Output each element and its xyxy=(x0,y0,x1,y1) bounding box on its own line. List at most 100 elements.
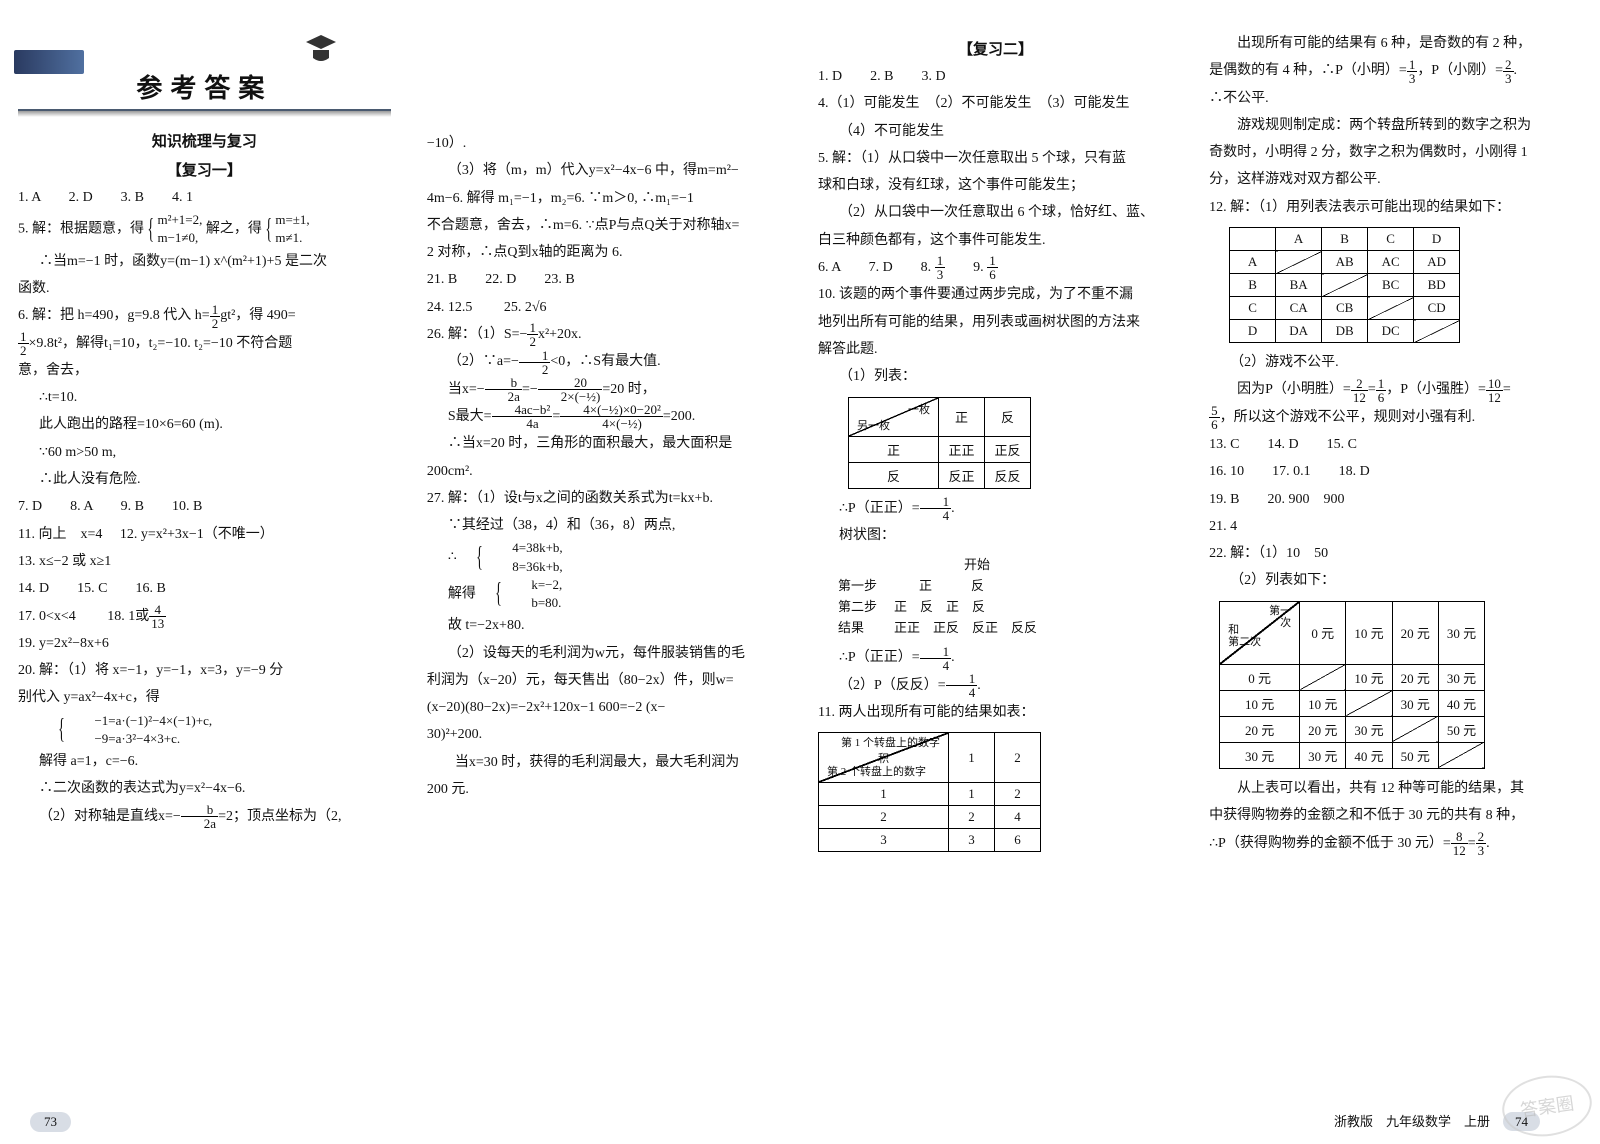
text: 2 对称，∴点Q到x轴的距离为 6. xyxy=(427,239,782,266)
text: 分，这样游戏对双方都公平. xyxy=(1209,166,1582,193)
text: 7. D 8. A 9. B 10. B xyxy=(18,493,391,520)
text: 13. C 14. D 15. C xyxy=(1209,431,1582,458)
text: S最大=4ac−b²4a=4×(−½)×0−20²4×(−½)=200. xyxy=(427,403,782,430)
text: 16. 10 17. 0.1 18. D xyxy=(1209,458,1582,485)
text: 地列出所有可能的结果，用列表或画树状图的方法来 xyxy=(818,309,1173,336)
text: ∴P（正正）=14. xyxy=(818,495,1173,522)
text: −10）. xyxy=(427,130,782,157)
table-money: 第一 次和第二次0 元10 元20 元30 元 0 元10 元20 元30 元 … xyxy=(1219,601,1485,769)
text: 球和白球，没有红球，这个事件可能发生； xyxy=(818,172,1173,199)
text: 1. D 2. B 3. D xyxy=(818,63,1173,90)
text: 解得 a=1，c=−6. xyxy=(18,748,391,775)
column-2: −10）. （3）将（m，m）代入y=x²−4x−6 中，得m=m²− 4m−6… xyxy=(409,0,800,1144)
text: 13. x≤−2 或 x≥1 xyxy=(18,548,391,575)
text: （2）设每天的毛利润为w元，每件服装销售的毛 xyxy=(427,640,782,667)
text: （2）P（反反）=14. xyxy=(818,672,1173,699)
section-head-3: 【复习二】 xyxy=(818,38,1173,59)
table-coins: 一枚另一枚正反 正正正正反 反反正反反 xyxy=(848,397,1031,489)
text: 5. 解：（1）从口袋中一次任意取出 5 个球，只有蓝 xyxy=(818,145,1173,172)
text: ∴当x=20 时，三角形的面积最大，最大面积是 xyxy=(427,430,782,457)
text: 出现所有可能的结果有 6 种，是奇数的有 2 种， xyxy=(1209,30,1582,57)
text: 11. 向上 x=4 12. y=x²+3x−1（不唯一） xyxy=(18,521,391,548)
text: （2）游戏不公平. xyxy=(1209,349,1582,376)
text: 此人跑出的路程=10×6=60 (m). xyxy=(18,411,391,438)
text: 树状图： xyxy=(818,522,1173,549)
text: 12. 解：（1）用列表法表示可能出现的结果如下： xyxy=(1209,194,1582,221)
banner-tag xyxy=(14,50,84,74)
text: ∵60 m>50 m, xyxy=(18,439,391,466)
text: 6. 解：把 h=490，g=9.8 代入 h=12gt²，得 490= xyxy=(18,302,391,329)
text: （3）将（m，m）代入y=x²−4x−6 中，得m=m²− xyxy=(427,157,782,184)
text: 白三种颜色都有，这个事件可能发生. xyxy=(818,227,1173,254)
text: ∴P（正正）=14. xyxy=(818,644,1173,671)
text: ∴当m=−1 时，函数y=(m−1) x^(m²+1)+5 是二次 xyxy=(18,248,391,275)
text: 故 t=−2x+80. xyxy=(427,612,782,639)
table-spinner: 第 1 个转盘上的数字积第 2 个转盘上的数字12 112 224 336 xyxy=(818,732,1041,852)
text: ∴二次函数的表达式为y=x²−4x−6. xyxy=(18,775,391,802)
text: （2）∵a=−12<0，∴S有最大值. xyxy=(427,348,782,375)
text: （4）不可能发生 xyxy=(818,118,1173,145)
text: （2）从口袋中一次任意取出 6 个球，恰好红、蓝、 xyxy=(818,199,1173,226)
text: ∴不公平. xyxy=(1209,85,1582,112)
text: 函数. xyxy=(18,275,391,302)
text: 中获得购物券的金额之和不低于 30 元的共有 8 种， xyxy=(1209,802,1582,829)
text: 21. 4 xyxy=(1209,513,1582,540)
scholar-icon xyxy=(301,30,341,70)
text: ∴P（获得购物券的金额不低于 30 元）=812=23. xyxy=(1209,830,1582,857)
text: 别代入 y=ax²−4x+c，得 xyxy=(18,684,391,711)
text: 利润为（x−20）元，每天售出（80−2x）件，则w= xyxy=(427,667,782,694)
text: 19. y=2x²−8x+6 xyxy=(18,630,391,657)
text: 从上表可以看出，共有 12 种等可能的结果，其 xyxy=(1209,775,1582,802)
text: 11. 两人出现所有可能的结果如表： xyxy=(818,699,1173,726)
text: 奇数时，小明得 2 分，数字之积为偶数时，小刚得 1 xyxy=(1209,139,1582,166)
text: （2）列表如下： xyxy=(1209,567,1582,594)
text: ∴此人没有危险. xyxy=(18,466,391,493)
text: 24. 12.5 25. 2√6 xyxy=(427,294,782,321)
text: ∴{4=38k+b,8=36k+b, xyxy=(427,539,782,575)
text: 14. D 15. C 16. B xyxy=(18,575,391,602)
column-3: 【复习二】 1. D 2. B 3. D 4.（1）可能发生 （2）不可能发生 … xyxy=(800,0,1191,1144)
title-banner: 参考答案 xyxy=(18,30,391,120)
text: 30)²+200. xyxy=(427,721,782,748)
text: 是偶数的有 4 种，∴P（小明）=13，P（小刚）=23. xyxy=(1209,57,1582,84)
table-abcd: ABCD AABACAD BBABCBD CCACBCD DDADBDC xyxy=(1229,227,1460,343)
text: 26. 解：（1）S=−12x²+20x. xyxy=(427,321,782,348)
text: 22. 解：（1）10 50 xyxy=(1209,540,1582,567)
section-head-2: 【复习一】 xyxy=(18,159,391,180)
text: 游戏规则制定成：两个转盘所转到的数字之积为 xyxy=(1209,112,1582,139)
text: {−1=a·(−1)²−4×(−1)+c,−9=a·3²−4×3+c. xyxy=(18,712,391,748)
text: 19. B 20. 900 900 xyxy=(1209,486,1582,513)
column-4: 出现所有可能的结果有 6 种，是奇数的有 2 种， 是偶数的有 4 种，∴P（小… xyxy=(1191,0,1600,1144)
text: 27. 解：（1）设t与x之间的函数关系式为t=kx+b. xyxy=(427,485,782,512)
text: 解答此题. xyxy=(818,336,1173,363)
text: 21. B 22. D 23. B xyxy=(427,266,782,293)
text: 20. 解：（1）将 x=−1，y=−1，x=3，y=−9 分 xyxy=(18,657,391,684)
text: 意，舍去， xyxy=(18,357,391,384)
text: 12×9.8t²，解得t₁=10，t₂=−10. t₂=−10 不符合题 xyxy=(18,330,391,357)
text: 因为P（小明胜）=212=16，P（小强胜）=1012= xyxy=(1209,376,1582,403)
text: （1）列表： xyxy=(818,363,1173,390)
text: 4.（1）可能发生 （2）不可能发生 （3）可能发生 xyxy=(818,90,1173,117)
page-number-left: 73 xyxy=(30,1112,71,1132)
text: （2）对称轴是直线x=−b2a=2；顶点坐标为（2, xyxy=(18,803,391,830)
text: ∵其经过（38，4）和（36，8）两点, xyxy=(427,512,782,539)
column-1: 参考答案 知识梳理与复习 【复习一】 1. A 2. D 3. B 4. 1 5… xyxy=(0,0,409,1144)
text: 17. 0<x<4 18. 1或413 xyxy=(18,603,391,630)
text: 解得{k=−2,b=80. xyxy=(427,576,782,612)
text: 200cm². xyxy=(427,458,782,485)
section-head-1: 知识梳理与复习 xyxy=(18,130,391,151)
watermark-icon: 答案圈 xyxy=(1498,1070,1595,1142)
text: 当x=−b2a=−202×(−½)=20 时， xyxy=(427,376,782,403)
text: 200 元. xyxy=(427,776,782,803)
text: ∴t=10. xyxy=(18,384,391,411)
text: 1. A 2. D 3. B 4. 1 xyxy=(18,184,391,211)
text: 10. 该题的两个事件要通过两步完成，为了不重不漏 xyxy=(818,281,1173,308)
text: 5. 解：根据题意，得{m²+1=2,m−1≠0, 解之，得{m=±1,m≠1. xyxy=(18,211,391,247)
text: 不合题意，舍去，∴m=6. ∵点P与点Q关于对称轴x= xyxy=(427,212,782,239)
text: (x−20)(80−2x)=−2x²+120x−1 600=−2 (x− xyxy=(427,694,782,721)
text: 6. A 7. D 8. 13 9. 16 xyxy=(818,254,1173,281)
text: 4m−6. 解得 m₁=−1，m₂=6. ∵m＞0, ∴m₁=−1 xyxy=(427,185,782,212)
text: 56，所以这个游戏不公平，规则对小强有利. xyxy=(1209,404,1582,431)
text: 当x=30 时，获得的毛利润最大，最大毛利润为 xyxy=(427,749,782,776)
tree-diagram: 开始 第一步正 反 第二步正 反 正 反 结果正正 正反 反正 反反 xyxy=(838,555,1173,638)
